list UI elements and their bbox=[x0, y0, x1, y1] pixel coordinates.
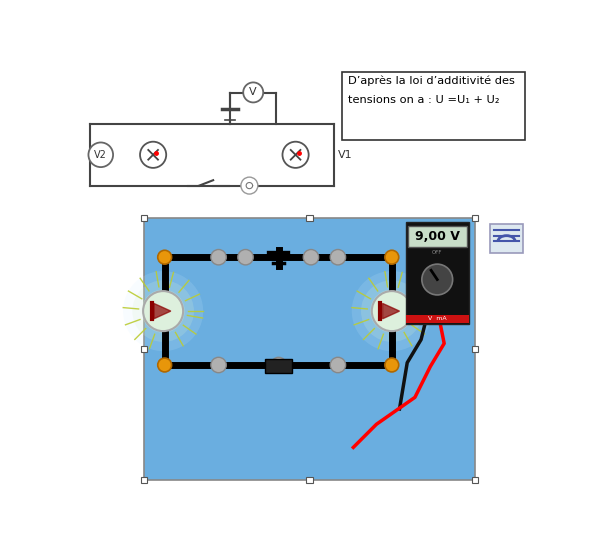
Bar bbox=[408, 226, 466, 247]
Text: V2: V2 bbox=[94, 150, 107, 160]
Circle shape bbox=[372, 291, 412, 331]
Circle shape bbox=[330, 357, 346, 373]
Circle shape bbox=[422, 264, 453, 295]
Circle shape bbox=[330, 250, 346, 265]
Circle shape bbox=[241, 177, 258, 194]
Circle shape bbox=[238, 250, 253, 265]
Circle shape bbox=[158, 358, 171, 372]
Text: V1: V1 bbox=[338, 150, 353, 160]
Circle shape bbox=[211, 357, 226, 373]
Text: OFF: OFF bbox=[432, 250, 442, 255]
Text: D’après la loi d’additivité des: D’après la loi d’additivité des bbox=[348, 76, 515, 86]
Polygon shape bbox=[383, 304, 399, 319]
Circle shape bbox=[352, 271, 432, 351]
Circle shape bbox=[88, 142, 113, 167]
Circle shape bbox=[143, 291, 183, 331]
Bar bbox=[406, 222, 469, 324]
Bar bbox=[141, 476, 147, 483]
Circle shape bbox=[141, 290, 184, 333]
Circle shape bbox=[361, 280, 423, 342]
Bar bbox=[264, 359, 293, 373]
Polygon shape bbox=[154, 304, 171, 319]
Circle shape bbox=[211, 250, 226, 265]
Text: V  mA: V mA bbox=[428, 316, 447, 321]
Bar bbox=[406, 315, 469, 323]
Circle shape bbox=[282, 142, 309, 168]
Bar bbox=[144, 218, 475, 480]
Bar bbox=[306, 215, 312, 221]
Bar bbox=[490, 224, 523, 253]
Bar bbox=[341, 72, 525, 140]
Text: V: V bbox=[250, 87, 257, 97]
Circle shape bbox=[271, 357, 287, 373]
Circle shape bbox=[133, 280, 194, 342]
Bar bbox=[141, 346, 147, 352]
Bar bbox=[472, 476, 478, 483]
Circle shape bbox=[123, 271, 203, 351]
Circle shape bbox=[385, 250, 399, 264]
Bar bbox=[306, 476, 312, 483]
Circle shape bbox=[158, 250, 171, 264]
Circle shape bbox=[140, 142, 166, 168]
Circle shape bbox=[385, 358, 399, 372]
Bar bbox=[141, 215, 147, 221]
Circle shape bbox=[243, 82, 263, 103]
Circle shape bbox=[370, 290, 413, 333]
Bar bbox=[472, 215, 478, 221]
Text: tensions on a : U =U₁ + U₂: tensions on a : U =U₁ + U₂ bbox=[348, 95, 500, 105]
Circle shape bbox=[303, 250, 319, 265]
Text: 9,00 V: 9,00 V bbox=[415, 230, 460, 243]
Bar bbox=[472, 346, 478, 352]
